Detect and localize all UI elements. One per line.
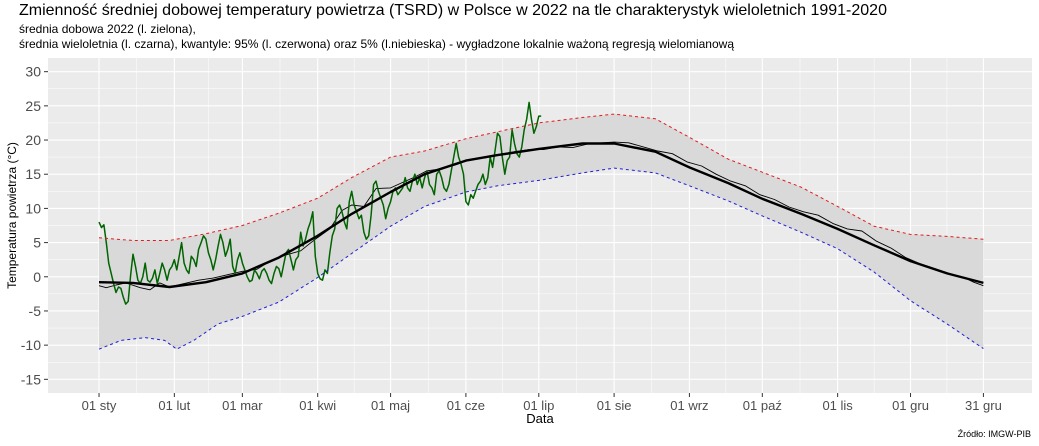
y-axis: -15 -10 -5 0 5 10 15 20 25 30 — [21, 64, 48, 387]
x-tick-label: 01 sty — [82, 398, 117, 413]
x-tick-label: 01 kwi — [299, 398, 336, 413]
x-tick-label: 01 wrz — [670, 398, 708, 413]
quantile-band — [99, 114, 984, 350]
x-tick-label: 01 sie — [597, 398, 632, 413]
x-axis-label: Data — [526, 411, 554, 426]
x-tick-label: 31 gru — [965, 398, 1002, 413]
y-tick-label: -10 — [21, 337, 41, 353]
y-tick-label: 15 — [25, 166, 41, 182]
y-axis-label: Temperatura powietrza (°C) — [5, 142, 19, 289]
x-tick-label: 01 lis — [822, 398, 853, 413]
series-layer — [98, 101, 984, 350]
quantile-95-line — [98, 113, 984, 241]
y-tick-label: -5 — [29, 303, 42, 319]
source-note: Źródło: IMGW-PIB — [957, 429, 1031, 439]
mean-smoothed-line — [98, 142, 984, 289]
x-tick-label: 01 gru — [892, 398, 929, 413]
y-tick-label: 20 — [25, 132, 41, 148]
x-tick-label: 01 mar — [222, 398, 263, 413]
y-tick-label: 0 — [33, 269, 41, 285]
daily-2022-line — [98, 101, 542, 305]
x-tick-label: 01 lut — [158, 398, 190, 413]
chart-subtitle-line-1: średnia dobowa 2022 (l. zielona), — [19, 22, 196, 36]
y-tick-label: 10 — [25, 200, 41, 216]
chart-subtitle-line-2: średnia wieloletnia (l. czarna), kwantyl… — [19, 37, 734, 51]
y-tick-label: 25 — [25, 98, 41, 114]
x-tick-label: 01 cze — [447, 398, 485, 413]
y-tick-label: -15 — [21, 371, 41, 387]
quantile-5-line — [98, 167, 984, 350]
y-tick-label: 30 — [25, 64, 41, 80]
x-tick-label: 01 maj — [371, 398, 410, 413]
x-axis: 01 sty 01 lut 01 mar 01 kwi 01 maj 01 cze 01 l… — [82, 393, 1002, 413]
x-tick-label: 01 lip — [523, 398, 554, 413]
y-tick-label: 5 — [33, 235, 41, 251]
x-tick-label: 01 paź — [743, 398, 782, 413]
chart-title: Zmienność średniej dobowej temperatury p… — [19, 2, 887, 19]
